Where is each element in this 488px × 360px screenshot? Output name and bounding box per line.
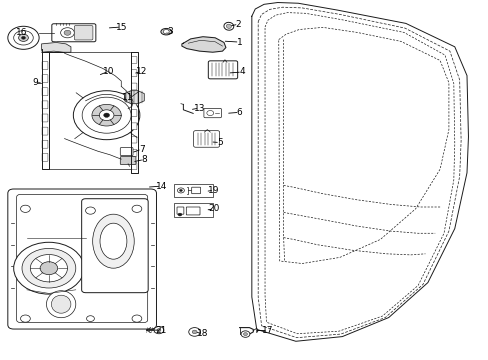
FancyBboxPatch shape xyxy=(131,57,137,63)
Ellipse shape xyxy=(224,22,233,30)
Circle shape xyxy=(8,26,39,49)
Circle shape xyxy=(103,113,109,117)
Circle shape xyxy=(157,329,161,332)
FancyBboxPatch shape xyxy=(42,114,48,122)
Circle shape xyxy=(61,28,74,38)
Text: 8: 8 xyxy=(141,155,147,164)
Circle shape xyxy=(82,97,131,133)
FancyBboxPatch shape xyxy=(131,109,137,117)
Text: 9: 9 xyxy=(32,78,38,87)
Circle shape xyxy=(177,188,184,193)
Circle shape xyxy=(132,315,142,322)
FancyBboxPatch shape xyxy=(42,127,48,135)
FancyBboxPatch shape xyxy=(173,184,213,197)
FancyBboxPatch shape xyxy=(131,149,137,156)
Circle shape xyxy=(132,205,142,212)
FancyBboxPatch shape xyxy=(131,136,137,143)
Circle shape xyxy=(64,30,71,35)
Text: 11: 11 xyxy=(122,93,134,102)
FancyBboxPatch shape xyxy=(120,157,136,165)
Circle shape xyxy=(163,30,169,34)
FancyBboxPatch shape xyxy=(131,163,137,170)
FancyBboxPatch shape xyxy=(42,62,48,69)
Ellipse shape xyxy=(100,223,127,259)
Ellipse shape xyxy=(226,24,231,28)
Circle shape xyxy=(14,31,33,45)
Text: 7: 7 xyxy=(139,145,144,153)
Circle shape xyxy=(241,331,249,337)
Circle shape xyxy=(178,213,182,216)
Circle shape xyxy=(21,36,25,39)
Circle shape xyxy=(154,327,163,334)
Polygon shape xyxy=(182,37,225,52)
Circle shape xyxy=(20,315,30,322)
Circle shape xyxy=(85,207,95,214)
Circle shape xyxy=(192,330,197,334)
FancyBboxPatch shape xyxy=(203,108,221,118)
Text: 2: 2 xyxy=(235,19,241,29)
Ellipse shape xyxy=(46,291,76,318)
Text: 3: 3 xyxy=(166,27,172,36)
Polygon shape xyxy=(124,91,144,104)
FancyBboxPatch shape xyxy=(177,207,183,214)
FancyBboxPatch shape xyxy=(131,70,137,77)
FancyBboxPatch shape xyxy=(42,101,48,109)
Polygon shape xyxy=(41,42,71,52)
FancyBboxPatch shape xyxy=(74,26,93,40)
FancyBboxPatch shape xyxy=(131,96,137,103)
Circle shape xyxy=(20,205,30,212)
FancyBboxPatch shape xyxy=(42,153,48,161)
FancyBboxPatch shape xyxy=(42,88,48,96)
FancyBboxPatch shape xyxy=(131,123,137,130)
FancyBboxPatch shape xyxy=(131,83,137,90)
Circle shape xyxy=(92,104,121,126)
Text: 20: 20 xyxy=(208,204,220,213)
Text: 1: 1 xyxy=(236,37,242,46)
Text: 6: 6 xyxy=(236,108,242,117)
Text: 5: 5 xyxy=(217,138,223,147)
FancyBboxPatch shape xyxy=(208,61,237,79)
Ellipse shape xyxy=(51,295,71,313)
Text: 14: 14 xyxy=(155,181,167,191)
Circle shape xyxy=(179,189,182,192)
FancyBboxPatch shape xyxy=(17,194,147,323)
FancyBboxPatch shape xyxy=(52,24,96,42)
Circle shape xyxy=(206,111,213,116)
Circle shape xyxy=(243,333,247,336)
Circle shape xyxy=(73,91,140,140)
Circle shape xyxy=(40,262,58,275)
Circle shape xyxy=(14,242,84,294)
FancyBboxPatch shape xyxy=(42,140,48,148)
Circle shape xyxy=(188,328,200,336)
Text: 10: 10 xyxy=(102,67,114,76)
FancyBboxPatch shape xyxy=(81,199,148,293)
FancyBboxPatch shape xyxy=(42,75,48,82)
FancyBboxPatch shape xyxy=(8,189,156,329)
Text: 12: 12 xyxy=(136,67,147,76)
Text: 18: 18 xyxy=(197,329,208,338)
Circle shape xyxy=(30,255,67,282)
FancyBboxPatch shape xyxy=(191,187,200,194)
Text: 17: 17 xyxy=(262,326,273,335)
Text: 19: 19 xyxy=(208,186,220,194)
Circle shape xyxy=(86,316,94,321)
Text: 21: 21 xyxy=(155,325,167,335)
FancyBboxPatch shape xyxy=(173,203,213,217)
Circle shape xyxy=(99,110,114,121)
Text: 16: 16 xyxy=(16,28,28,37)
FancyBboxPatch shape xyxy=(120,148,133,156)
Text: 15: 15 xyxy=(115,22,127,31)
Text: 4: 4 xyxy=(239,68,244,77)
Text: 13: 13 xyxy=(193,104,205,112)
Ellipse shape xyxy=(161,28,171,35)
Circle shape xyxy=(19,34,28,41)
Circle shape xyxy=(22,248,76,288)
FancyBboxPatch shape xyxy=(186,207,200,215)
Ellipse shape xyxy=(93,214,134,268)
FancyBboxPatch shape xyxy=(193,131,219,147)
